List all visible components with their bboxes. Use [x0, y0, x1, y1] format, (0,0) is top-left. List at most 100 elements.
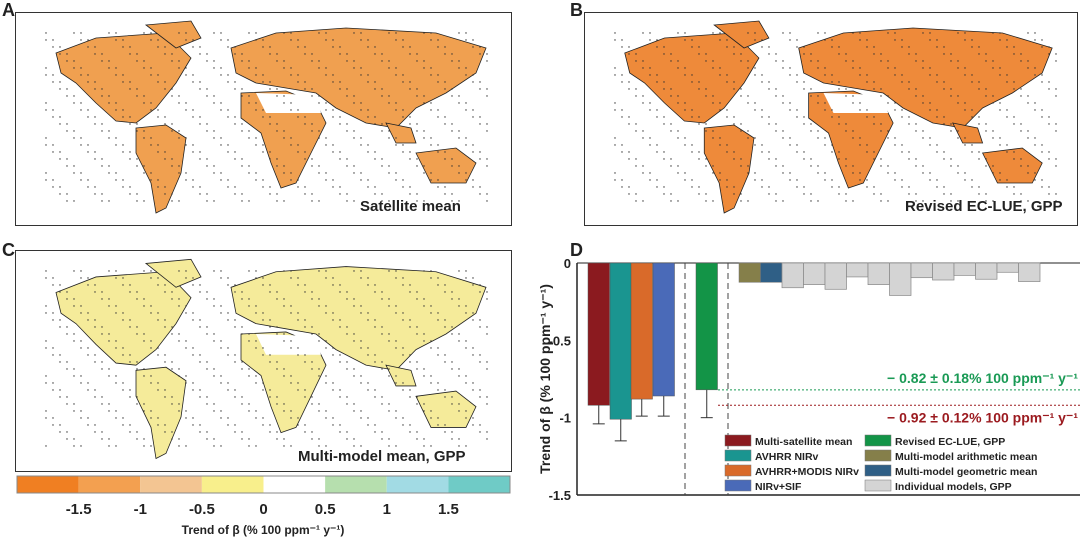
dot	[950, 95, 952, 97]
legend-label: Multi-satellite mean	[755, 436, 852, 448]
dot	[255, 172, 257, 174]
dot	[451, 333, 453, 335]
dot	[409, 424, 411, 426]
dot	[423, 102, 425, 104]
dot	[444, 53, 446, 55]
dot	[465, 340, 467, 342]
dot	[367, 151, 369, 153]
dot	[1041, 116, 1043, 118]
dot	[726, 179, 728, 181]
bar-0	[587, 262, 610, 406]
dot	[971, 151, 973, 153]
dot	[726, 151, 728, 153]
dot	[859, 32, 861, 34]
dot	[185, 172, 187, 174]
dot	[346, 368, 348, 370]
dot	[817, 200, 819, 202]
dot	[87, 179, 89, 181]
dot	[318, 102, 320, 104]
dot	[94, 326, 96, 328]
dot	[381, 200, 383, 202]
dot	[171, 403, 173, 405]
dot	[192, 109, 194, 111]
dot	[957, 60, 959, 62]
dot	[283, 368, 285, 370]
continent-shape	[230, 27, 487, 129]
dot	[402, 151, 404, 153]
dot	[129, 46, 131, 48]
dot	[388, 340, 390, 342]
dot	[178, 200, 180, 202]
dot	[929, 74, 931, 76]
dot	[213, 165, 215, 167]
dot	[1041, 46, 1043, 48]
dot	[45, 312, 47, 314]
dot	[936, 109, 938, 111]
dot	[437, 116, 439, 118]
dot	[691, 74, 693, 76]
dot	[297, 179, 299, 181]
dot	[663, 81, 665, 83]
dot	[999, 67, 1001, 69]
dot	[311, 88, 313, 90]
dot	[458, 172, 460, 174]
dot	[199, 361, 201, 363]
dot	[178, 172, 180, 174]
individual-model-bar	[910, 262, 933, 279]
dot	[290, 277, 292, 279]
dot	[754, 179, 756, 181]
dot	[59, 123, 61, 125]
dot	[150, 382, 152, 384]
dot	[241, 396, 243, 398]
continent-shape	[135, 124, 187, 214]
dot	[838, 158, 840, 160]
dot	[353, 270, 355, 272]
dot	[782, 137, 784, 139]
dot	[346, 333, 348, 335]
dot	[817, 130, 819, 132]
dot	[136, 361, 138, 363]
dot	[796, 179, 798, 181]
dot	[206, 200, 208, 202]
dot	[831, 179, 833, 181]
panel-label-a: A	[2, 0, 15, 20]
dot	[381, 403, 383, 405]
dot	[339, 151, 341, 153]
dot	[101, 88, 103, 90]
dot	[164, 123, 166, 125]
dot	[283, 410, 285, 412]
dot	[73, 102, 75, 104]
dot	[248, 270, 250, 272]
dot	[943, 53, 945, 55]
dot	[831, 109, 833, 111]
dot	[472, 109, 474, 111]
dot	[712, 130, 714, 132]
dot	[325, 39, 327, 41]
dot	[712, 60, 714, 62]
dot	[901, 39, 903, 41]
dot	[374, 186, 376, 188]
dot	[395, 32, 397, 34]
dot	[943, 46, 945, 48]
dot	[80, 445, 82, 447]
continent-shape	[135, 366, 187, 460]
dot	[817, 102, 819, 104]
dot	[782, 172, 784, 174]
dot	[213, 333, 215, 335]
dot	[52, 424, 54, 426]
dot	[101, 165, 103, 167]
dot	[747, 172, 749, 174]
dot	[80, 109, 82, 111]
dot	[227, 382, 229, 384]
dot	[486, 361, 488, 363]
dot	[635, 200, 637, 202]
dot	[691, 151, 693, 153]
dot	[122, 284, 124, 286]
dot	[325, 109, 327, 111]
dot	[388, 410, 390, 412]
dot	[437, 46, 439, 48]
dot	[374, 361, 376, 363]
dot	[192, 382, 194, 384]
dot	[458, 340, 460, 342]
dot	[985, 165, 987, 167]
